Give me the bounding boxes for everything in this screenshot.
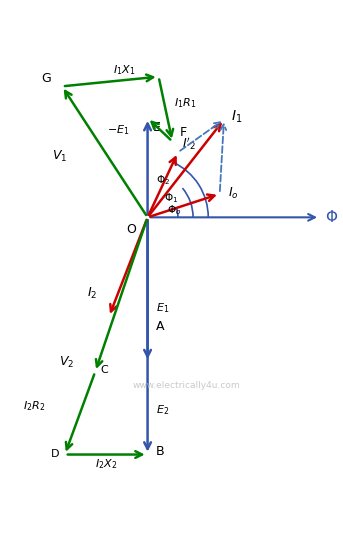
Text: www.electrically4u.com: www.electrically4u.com	[132, 381, 240, 390]
Text: $-E_1$: $-E_1$	[107, 124, 130, 137]
Text: O: O	[127, 223, 137, 236]
Text: C: C	[101, 365, 108, 375]
Text: $\Phi_1$: $\Phi_1$	[164, 191, 178, 204]
Text: D: D	[51, 449, 59, 459]
Text: A: A	[156, 320, 164, 334]
Text: $I_2X_2$: $I_2X_2$	[95, 457, 117, 471]
Text: $I_1R_1$: $I_1R_1$	[174, 96, 196, 110]
Text: $I_2R_2$: $I_2R_2$	[23, 399, 46, 413]
Text: $E_2$: $E_2$	[156, 403, 169, 417]
Text: $I_2$: $I_2$	[87, 286, 97, 301]
Text: F: F	[179, 126, 186, 139]
Text: $V_1$: $V_1$	[52, 148, 68, 164]
Text: $V_2$: $V_2$	[59, 355, 74, 371]
Text: G: G	[41, 72, 51, 85]
Text: $E_1$: $E_1$	[156, 301, 169, 315]
Text: $I_1X_1$: $I_1X_1$	[113, 63, 135, 77]
Text: $\Phi$: $\Phi$	[326, 209, 339, 225]
Text: $I_o$: $I_o$	[228, 186, 239, 202]
Text: $I'_2$: $I'_2$	[182, 136, 196, 152]
Text: $\Phi_2$: $\Phi_2$	[156, 173, 170, 187]
Text: E: E	[153, 121, 161, 134]
Text: B: B	[156, 445, 165, 458]
Text: $I_1$: $I_1$	[231, 108, 242, 125]
Text: $\Phi_o$: $\Phi_o$	[167, 203, 181, 217]
